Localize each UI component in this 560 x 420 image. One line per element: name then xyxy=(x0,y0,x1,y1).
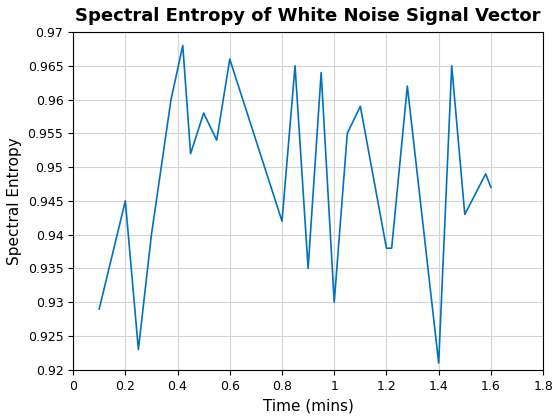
Y-axis label: Spectral Entropy: Spectral Entropy xyxy=(7,137,22,265)
Title: Spectral Entropy of White Noise Signal Vector: Spectral Entropy of White Noise Signal V… xyxy=(76,7,541,25)
X-axis label: Time (mins): Time (mins) xyxy=(263,398,353,413)
